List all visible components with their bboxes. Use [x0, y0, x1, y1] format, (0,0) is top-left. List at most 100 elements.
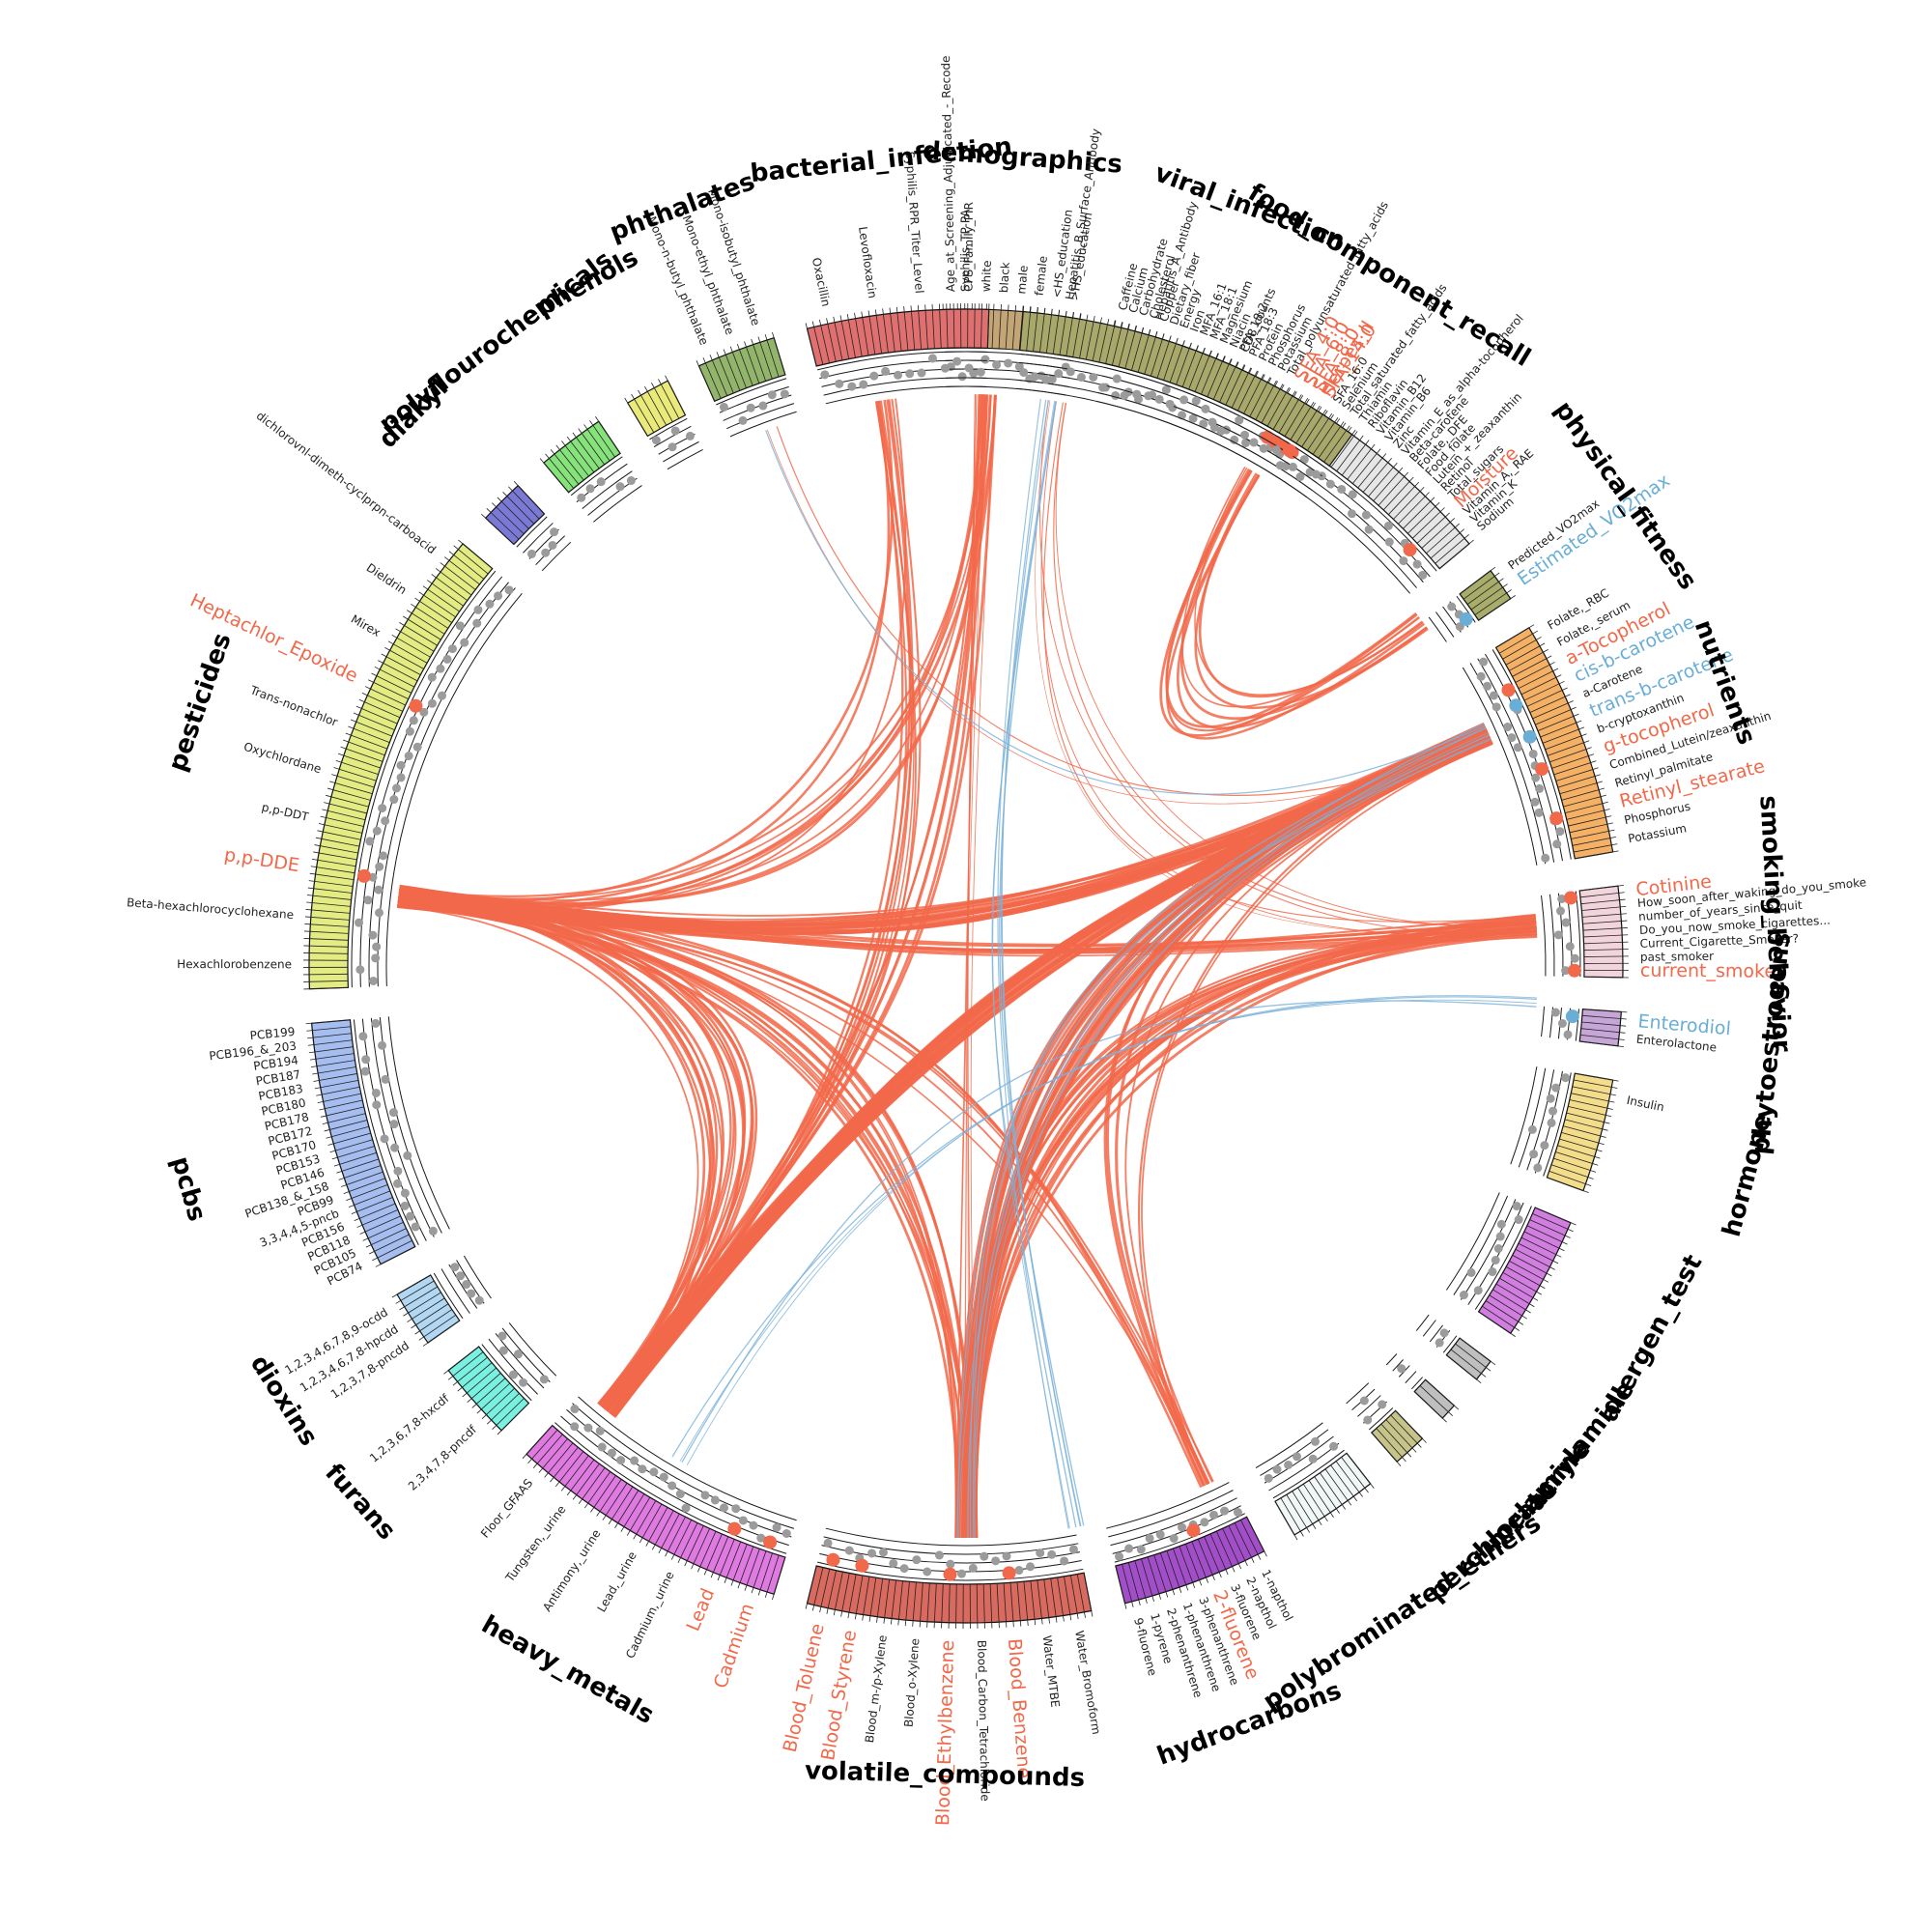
- band-tick: [1362, 457, 1392, 493]
- track-dot: [379, 851, 388, 861]
- significant-dot: [943, 1567, 957, 1581]
- band-tick: [359, 1215, 401, 1235]
- band-tick: [1495, 1283, 1535, 1308]
- track-dot: [372, 826, 382, 836]
- band-tick: [1302, 1484, 1328, 1522]
- track-line: [825, 385, 986, 405]
- band-tick: [1470, 583, 1508, 611]
- group-fitness: [1428, 566, 1516, 642]
- band-tick: [1505, 642, 1546, 666]
- band-tick: [1212, 358, 1233, 400]
- track-line: [361, 1018, 427, 1241]
- band-tick: [395, 1280, 435, 1304]
- track-dot: [1533, 1163, 1543, 1173]
- track-line: [448, 1264, 478, 1309]
- track-dot: [700, 1491, 710, 1500]
- band-tick: [341, 1171, 384, 1187]
- significant-dot: [1535, 762, 1549, 777]
- band-tick: [303, 980, 349, 982]
- band-tick: [342, 739, 385, 756]
- variable-label-pesticides-0: Hexachlorobenzene: [177, 957, 292, 971]
- band-tick: [723, 349, 741, 391]
- track-dot: [668, 442, 677, 452]
- band-tick: [315, 837, 360, 847]
- band-tick: [1033, 307, 1038, 352]
- band-tick: [476, 1382, 511, 1414]
- track-dot: [473, 605, 483, 614]
- band-tick: [645, 1507, 668, 1547]
- band-tick: [1573, 1079, 1618, 1089]
- band-tick: [1166, 1550, 1182, 1593]
- variable-label-pesticides-8: Dieldrin: [364, 561, 410, 598]
- track-line: [1467, 1202, 1524, 1305]
- band-tick: [378, 660, 418, 682]
- band-tick: [329, 1139, 373, 1153]
- band-tick: [1549, 747, 1592, 763]
- band-tick: [1571, 829, 1615, 839]
- band-tick: [757, 1552, 773, 1596]
- band-tick: [1563, 1125, 1606, 1138]
- band-tick: [387, 640, 428, 664]
- band-tick: [362, 1221, 404, 1241]
- band-tick: [1583, 955, 1629, 957]
- group-band-viral: [1019, 310, 1353, 468]
- band-tick: [1459, 1337, 1496, 1366]
- band-tick: [717, 1539, 735, 1581]
- track-dot: [1241, 438, 1251, 447]
- track-dot: [1216, 426, 1226, 436]
- track-dot: [1541, 853, 1550, 863]
- band-tick: [539, 458, 569, 493]
- track-dot: [1089, 372, 1098, 382]
- band-tick: [1219, 361, 1238, 403]
- link-3-0: [397, 727, 1488, 931]
- track-line: [495, 1333, 545, 1389]
- band-tick: [1336, 435, 1364, 471]
- link-15-0: [1053, 402, 1537, 926]
- band-tick: [1478, 1311, 1516, 1337]
- band-tick: [1485, 1300, 1523, 1325]
- track-line: [1541, 1006, 1546, 1037]
- group-band-furans: [447, 1346, 530, 1432]
- band-tick: [1565, 801, 1608, 814]
- group-band-smoking: [1578, 885, 1624, 979]
- track-line: [1357, 1395, 1381, 1417]
- track-dot: [456, 1271, 466, 1281]
- track-dot: [583, 1423, 593, 1433]
- track-dot: [670, 426, 680, 436]
- band-tick: [1064, 1576, 1072, 1621]
- band-tick: [411, 603, 449, 629]
- band-tick: [1498, 630, 1538, 654]
- track-dot: [1132, 389, 1142, 399]
- link-6-2: [397, 904, 974, 1538]
- track-dot: [388, 1108, 398, 1118]
- track-dot: [1557, 1018, 1567, 1028]
- track-dot: [1540, 1141, 1549, 1151]
- band-tick: [364, 686, 406, 706]
- band-tick: [414, 597, 452, 623]
- variable-label-metals-3: Lead,_urine: [595, 1549, 639, 1614]
- band-tick: [589, 420, 615, 458]
- track-line: [1392, 1359, 1404, 1372]
- track-dot: [389, 1120, 399, 1129]
- track-line: [1415, 1314, 1430, 1331]
- band-tick: [1515, 662, 1555, 683]
- band-tick: [1435, 534, 1469, 564]
- track-dot: [1272, 1464, 1282, 1474]
- band-tick: [311, 858, 356, 867]
- track-dot: [772, 1522, 781, 1532]
- significant-dot: [826, 1552, 840, 1567]
- track-line: [1363, 1401, 1387, 1424]
- track-dot: [1199, 419, 1208, 429]
- track-dot: [1347, 509, 1356, 519]
- track-dot: [749, 1520, 758, 1530]
- track-dot: [570, 1422, 580, 1432]
- link-6-11: [397, 900, 958, 1538]
- track-dot: [428, 1226, 438, 1236]
- band-tick: [538, 1438, 568, 1473]
- variable-label-metals-4: Antimony,_urine: [540, 1527, 603, 1614]
- band-tick: [1079, 314, 1089, 358]
- band-tick: [312, 1066, 356, 1075]
- band-tick: [418, 1315, 456, 1341]
- band-tick: [602, 1483, 628, 1520]
